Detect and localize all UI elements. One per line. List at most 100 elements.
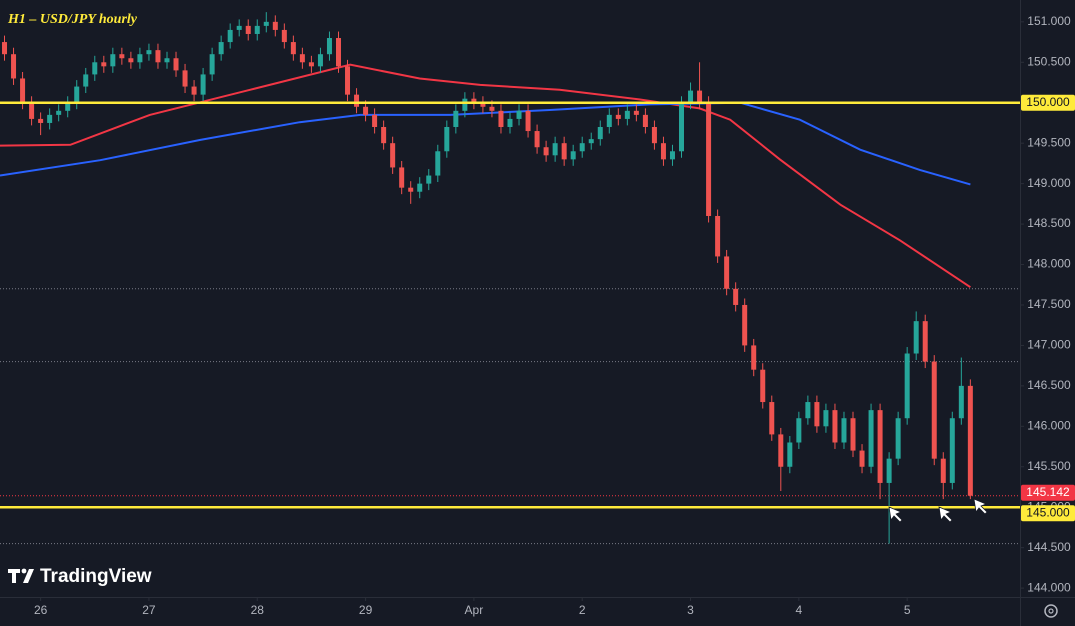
candle-body	[498, 110, 504, 128]
candle-body	[913, 321, 919, 354]
candle-body	[606, 114, 612, 128]
candle-body	[552, 143, 558, 156]
candle-body	[101, 62, 107, 67]
candle-body	[317, 54, 323, 67]
candle-body	[967, 385, 973, 496]
candle-body	[868, 410, 874, 467]
candle-body	[642, 114, 648, 128]
candle-body	[110, 54, 116, 67]
candle-body	[390, 143, 396, 168]
candle-body	[128, 58, 134, 63]
price-tag-label: 150.000	[1026, 95, 1070, 109]
candle-body	[624, 110, 630, 119]
candle-body	[173, 58, 179, 71]
candle-body	[236, 25, 242, 30]
y-tick-label: 146.500	[1027, 378, 1071, 392]
y-tick-label: 149.000	[1027, 176, 1071, 190]
candle-body	[354, 94, 360, 107]
candle-body	[164, 58, 170, 63]
candle-body	[489, 106, 495, 111]
candle-body	[119, 54, 125, 59]
candle-body	[74, 86, 80, 103]
candle-body	[480, 102, 486, 107]
candle-body	[83, 74, 89, 87]
candle-body	[281, 29, 287, 43]
candle-body	[372, 114, 378, 128]
x-tick-label: 2	[579, 603, 586, 617]
candle-body	[561, 143, 567, 160]
x-tick-label: 29	[359, 603, 373, 617]
candle-body	[345, 66, 351, 95]
y-tick-label: 148.000	[1027, 257, 1071, 271]
candle-body	[805, 402, 811, 419]
candle-body	[11, 54, 17, 79]
candle-body	[597, 127, 603, 140]
candle-body	[38, 118, 44, 123]
candle-body	[895, 418, 901, 459]
candle-body	[579, 143, 585, 152]
candle-body	[363, 106, 369, 115]
arrow	[888, 506, 903, 523]
candle-body	[588, 139, 594, 144]
candle-body	[751, 345, 757, 370]
candle-body	[92, 62, 98, 75]
x-tick-label: 3	[687, 603, 694, 617]
candle-body	[697, 90, 703, 103]
candle-body	[471, 98, 477, 103]
candle-body	[724, 256, 730, 289]
candle-body	[65, 102, 71, 111]
candle-body	[182, 70, 188, 87]
candle-body	[949, 418, 955, 483]
overlays: H1 – USD/JPY hourly TradingView	[7, 12, 1058, 618]
candle-body	[299, 54, 305, 63]
candle-body	[940, 458, 946, 483]
price-tag	[1021, 505, 1075, 522]
candle-body	[20, 78, 26, 103]
settings-icon[interactable]	[1044, 604, 1058, 618]
candle-body	[209, 54, 215, 75]
arrow	[938, 506, 953, 523]
y-tick-label: 150.500	[1027, 54, 1071, 68]
x-tick-label: 5	[904, 603, 911, 617]
price-tag-label: 145.000	[1026, 505, 1070, 519]
y-tick-label: 151.000	[1027, 14, 1071, 28]
moving-average	[0, 63, 971, 289]
candle-body	[408, 187, 414, 192]
candle-body	[245, 25, 251, 34]
candle-body	[507, 118, 513, 128]
price-tag-label: 145.142	[1026, 485, 1070, 499]
candle-body	[669, 151, 675, 160]
settings-hub[interactable]	[1048, 608, 1054, 614]
logo	[8, 568, 34, 583]
candle-body	[263, 21, 269, 26]
candle-body	[615, 114, 621, 119]
candle-body	[904, 353, 910, 419]
candle-body	[651, 127, 657, 144]
x-tick-label: 28	[251, 603, 265, 617]
candle-body	[137, 54, 143, 63]
y-tick-label: 147.000	[1027, 338, 1071, 352]
candle-body	[417, 183, 423, 192]
candle-body	[832, 410, 838, 443]
y-tick-label: 148.500	[1027, 216, 1071, 230]
candle-body	[660, 143, 666, 160]
candle-body	[525, 110, 531, 132]
x-tick-label: 4	[796, 603, 803, 617]
candle-body	[453, 110, 459, 128]
logo-part	[12, 569, 16, 583]
candle-body	[679, 102, 685, 152]
candle-body	[227, 29, 233, 43]
candle-body	[958, 385, 964, 419]
y-tick-label: 149.500	[1027, 135, 1071, 149]
moving-average	[0, 101, 971, 186]
candle-body	[787, 442, 793, 467]
chart-title: H1 – USD/JPY hourly	[7, 12, 138, 27]
candle-body	[796, 418, 802, 443]
candle-body	[191, 86, 197, 95]
candle-body	[543, 147, 549, 156]
settings-gear[interactable]	[1044, 604, 1058, 618]
logo-part	[23, 569, 34, 583]
candle-body	[47, 114, 53, 123]
